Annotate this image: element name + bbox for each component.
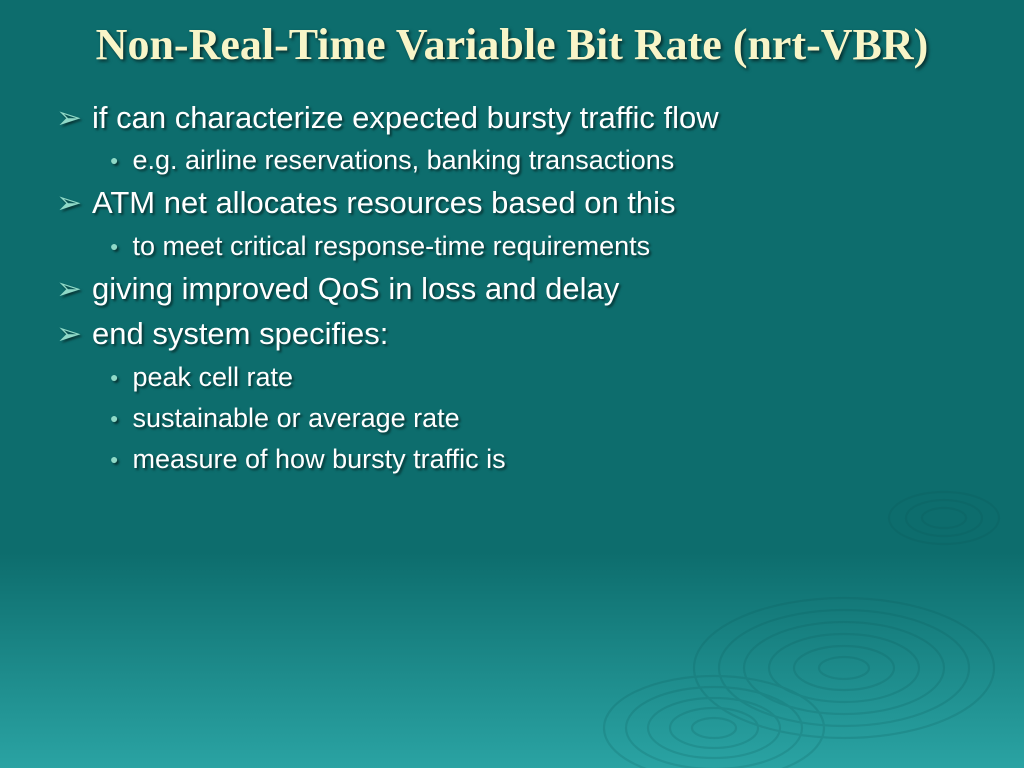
bullet-text: to meet critical response-time requireme… — [132, 229, 650, 264]
bullet-text: measure of how bursty traffic is — [132, 442, 505, 477]
bullet-level-1: ➢ giving improved QoS in loss and delay — [56, 270, 974, 309]
bullet-text: giving improved QoS in loss and delay — [92, 270, 619, 309]
chevron-bullet-icon: ➢ — [56, 270, 82, 309]
bullet-text: peak cell rate — [132, 360, 293, 395]
bullet-level-2: ● e.g. airline reservations, banking tran… — [110, 143, 974, 178]
bullet-text: e.g. airline reservations, banking trans… — [132, 143, 674, 178]
bullet-text: end system specifies: — [92, 315, 388, 354]
dot-bullet-icon: ● — [110, 143, 118, 169]
bullet-text: ATM net allocates resources based on thi… — [92, 184, 676, 223]
slide-content: Non-Real-Time Variable Bit Rate (nrt-VBR… — [50, 20, 974, 477]
bullet-level-2: ● measure of how bursty traffic is — [110, 442, 974, 477]
chevron-bullet-icon: ➢ — [56, 99, 82, 138]
bullet-level-1: ➢ ATM net allocates resources based on th… — [56, 184, 974, 223]
dot-bullet-icon: ● — [110, 442, 118, 468]
slide-title: Non-Real-Time Variable Bit Rate (nrt-VBR… — [50, 20, 974, 71]
bullet-level-2: ● sustainable or average rate — [110, 401, 974, 436]
bullet-level-2: ● peak cell rate — [110, 360, 974, 395]
dot-bullet-icon: ● — [110, 360, 118, 386]
bullet-level-1: ➢ if can characterize expected bursty tra… — [56, 99, 974, 138]
chevron-bullet-icon: ➢ — [56, 315, 82, 354]
chevron-bullet-icon: ➢ — [56, 184, 82, 223]
bullet-list: ➢ if can characterize expected bursty tra… — [50, 99, 974, 477]
dot-bullet-icon: ● — [110, 401, 118, 427]
slide: Non-Real-Time Variable Bit Rate (nrt-VBR… — [0, 0, 1024, 768]
bullet-text: if can characterize expected bursty traf… — [92, 99, 719, 138]
bullet-level-1: ➢ end system specifies: — [56, 315, 974, 354]
dot-bullet-icon: ● — [110, 229, 118, 255]
bullet-level-2: ● to meet critical response-time requirem… — [110, 229, 974, 264]
bullet-text: sustainable or average rate — [132, 401, 459, 436]
